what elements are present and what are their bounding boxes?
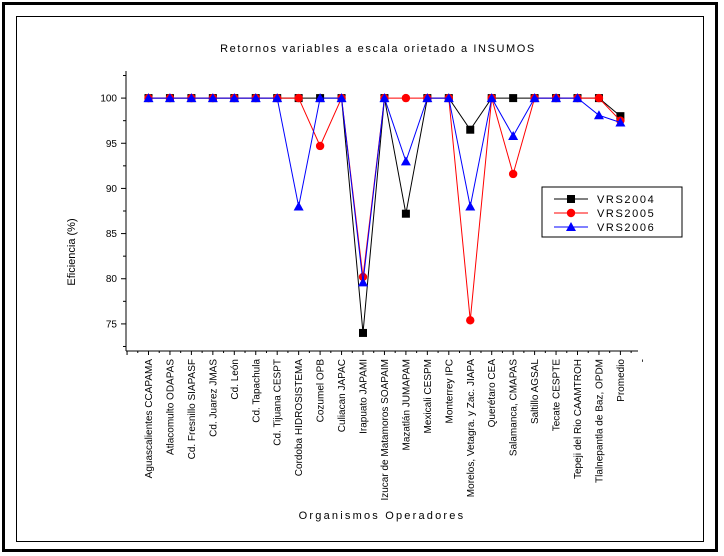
chart-inner-frame — [16, 16, 704, 542]
y-tick-label: 95 — [106, 139, 118, 150]
data-point-circle — [594, 93, 604, 103]
x-tick-label: Cordoba HIDROSISTEMA — [294, 359, 305, 477]
data-point-triangle — [315, 93, 326, 103]
data-point-square — [466, 125, 475, 134]
legend: VRS2004 VRS2005 VRS2006 — [541, 186, 683, 238]
data-point-square — [509, 94, 518, 103]
x-tick-label: Irapuato JAPAMI — [359, 359, 370, 434]
x-tick-label: Cd. Juarez JMAS — [208, 359, 219, 437]
x-tick-label: Aguascalientes CCAPAMA — [144, 359, 155, 479]
data-point-square — [359, 328, 367, 337]
data-point-triangle — [529, 93, 540, 103]
data-point-triangle — [336, 93, 347, 103]
data-point-triangle — [572, 93, 583, 103]
data-point-triangle — [293, 201, 304, 211]
x-tick-label: Atlacomulto ODAPAS — [165, 359, 176, 455]
legend-item-VRS2004: VRS2004 — [554, 194, 655, 206]
x-tick-label: Promedio — [616, 359, 627, 402]
data-point-triangle — [422, 93, 433, 103]
data-point-triangle — [358, 277, 368, 287]
data-point-triangle — [272, 93, 283, 103]
x-tick-label: Tlalnepantla de Baz, OPDM — [594, 359, 605, 483]
data-point-circle — [315, 141, 325, 151]
data-point-circle — [466, 316, 475, 325]
x-tick-label: Salamanca, CMAPAS — [509, 359, 520, 456]
x-tick-label: Cozumel OPB — [316, 359, 327, 423]
x-tick-label: Tepeji del Rio CAAMTROH — [573, 359, 584, 479]
y-tick-label: 100 — [100, 94, 117, 105]
legend-label: VRS2004 — [597, 194, 655, 206]
chart-outer-frame — [2, 2, 718, 552]
data-point-circle — [401, 93, 411, 103]
legend-item-VRS2005: VRS2005 — [554, 208, 655, 220]
series-VRS2006 — [143, 93, 626, 287]
x-tick-label: Cd. Tijuana CESPT — [273, 359, 284, 446]
data-point-triangle — [379, 93, 390, 103]
x-tick-label: Izucar de Matamoros SOAPAIM — [380, 359, 391, 501]
data-point-square — [567, 195, 575, 203]
data-point-triangle — [508, 131, 519, 141]
y-tick-label: 80 — [106, 274, 118, 285]
data-point-square — [616, 112, 625, 121]
x-axis-title: Organismos Operadores — [299, 510, 466, 522]
x-tick-label: Morelos, Vetagra. y Zac. JIAPA — [466, 359, 477, 498]
data-point-triangle — [186, 93, 197, 103]
x-tick-label: Tecate CESPTE — [552, 359, 563, 432]
data-point-triangle — [593, 110, 604, 120]
series-layer — [143, 93, 626, 337]
y-tick-label: 90 — [106, 184, 118, 195]
data-point-triangle — [207, 93, 218, 103]
data-point-circle — [358, 272, 368, 282]
data-point-triangle — [443, 93, 454, 103]
data-point-triangle — [566, 222, 576, 231]
legend-label: VRS2005 — [597, 208, 655, 220]
axes: 75 80 85 90 95 100 Aguascalientes CCAPAMA Atlac… — [100, 71, 648, 501]
data-point-triangle — [486, 93, 497, 103]
data-point-triangle — [400, 156, 411, 166]
x-tick-label: Culiacan JAPAC — [337, 359, 348, 432]
y-tick-label: 85 — [106, 229, 118, 240]
legend-item-VRS2006: VRS2006 — [554, 222, 655, 234]
x-tick-label: Cd. León — [230, 359, 241, 400]
x-tick-label: Cd. Fresnillo SIAPASF — [187, 359, 198, 459]
data-point-triangle — [551, 93, 562, 103]
chart-title: Retornos variables a escala orietado a I… — [220, 43, 536, 55]
x-tick-label: Mexicali CESPM — [423, 359, 434, 433]
y-axis-title: Eficiencia (%) — [66, 218, 78, 285]
data-point-circle — [566, 208, 576, 218]
legend-box — [541, 186, 683, 238]
y-tick-label: 75 — [106, 319, 118, 330]
data-point-triangle — [250, 93, 261, 103]
data-point-triangle — [229, 93, 240, 103]
data-point-triangle — [465, 201, 476, 211]
x-tick-label-extra: - — [637, 359, 648, 362]
data-point-triangle — [164, 93, 175, 103]
data-point-triangle — [615, 117, 626, 127]
data-point-circle — [294, 93, 303, 103]
x-tick-label: Mazatlán JUMAPAM — [401, 359, 412, 451]
data-point-circle — [508, 169, 518, 179]
legend-label: VRS2006 — [597, 222, 655, 234]
x-tick-label: Cd. Tapachula — [251, 359, 262, 423]
data-point-triangle — [143, 93, 154, 103]
x-tick-label: Querétaro CEA — [487, 359, 498, 428]
x-tick-label: Monterrey IPC — [444, 359, 455, 423]
x-tick-label: Saltillo AGSAL — [530, 359, 541, 424]
data-point-square — [401, 209, 410, 218]
